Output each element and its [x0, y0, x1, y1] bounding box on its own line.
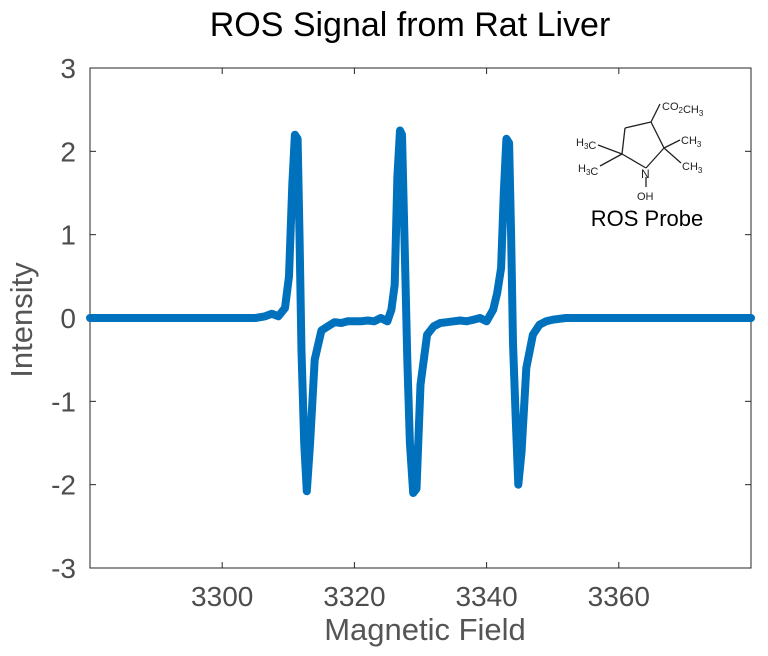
x-tick-label: 3360: [588, 581, 650, 612]
y-tick-label: 0: [60, 303, 76, 334]
y-tick-label: 3: [60, 53, 76, 84]
chart-title: ROS Signal from Rat Liver: [210, 6, 611, 44]
series-group: [86, 126, 755, 497]
nitrogen-label: N: [641, 167, 650, 181]
ester-bond: [650, 103, 661, 123]
axes: -3 -2 -1 0 1 2 3 3300 3320 3340 3360: [51, 53, 751, 612]
ring-bond: [621, 127, 626, 155]
y-tick-label: -3: [51, 553, 76, 584]
inset-caption: ROS Probe: [591, 206, 704, 231]
series-line: [86, 126, 755, 497]
methyl-label-upper-right: CH3: [681, 135, 702, 149]
x-tick-label: 3320: [323, 581, 385, 612]
methyl-label-lower-right: CH3: [682, 161, 703, 175]
methyl-bond: [663, 147, 682, 164]
y-tick-label: 1: [60, 220, 76, 251]
ring-bond: [650, 121, 665, 149]
methyl-bond: [599, 153, 623, 167]
x-tick-label: 3300: [191, 581, 253, 612]
x-axis-title: Magnetic Field: [324, 612, 526, 647]
ring-bond: [624, 121, 652, 129]
ring-bond: [645, 147, 665, 169]
hydroxyl-label: OH: [637, 191, 654, 203]
methyl-bond: [597, 144, 623, 155]
ros-probe-structure: [597, 103, 682, 187]
y-tick-label: -2: [51, 470, 76, 501]
x-tick-label: 3340: [455, 581, 517, 612]
y-axis-title: Intensity: [4, 262, 39, 378]
methyl-label-lower-left: H3C: [578, 163, 598, 178]
ring-bond: [621, 153, 647, 169]
ester-label: CO2CH3: [662, 101, 704, 118]
y-tick-label: 2: [60, 136, 76, 167]
methyl-label-upper-left: H3C: [576, 137, 596, 152]
methyl-bond: [663, 139, 681, 149]
y-tick-label: -1: [51, 386, 76, 417]
inset-labels: CO2CH3 H3C H3C CH3 CH3 N OH ROS Probe: [576, 101, 704, 231]
